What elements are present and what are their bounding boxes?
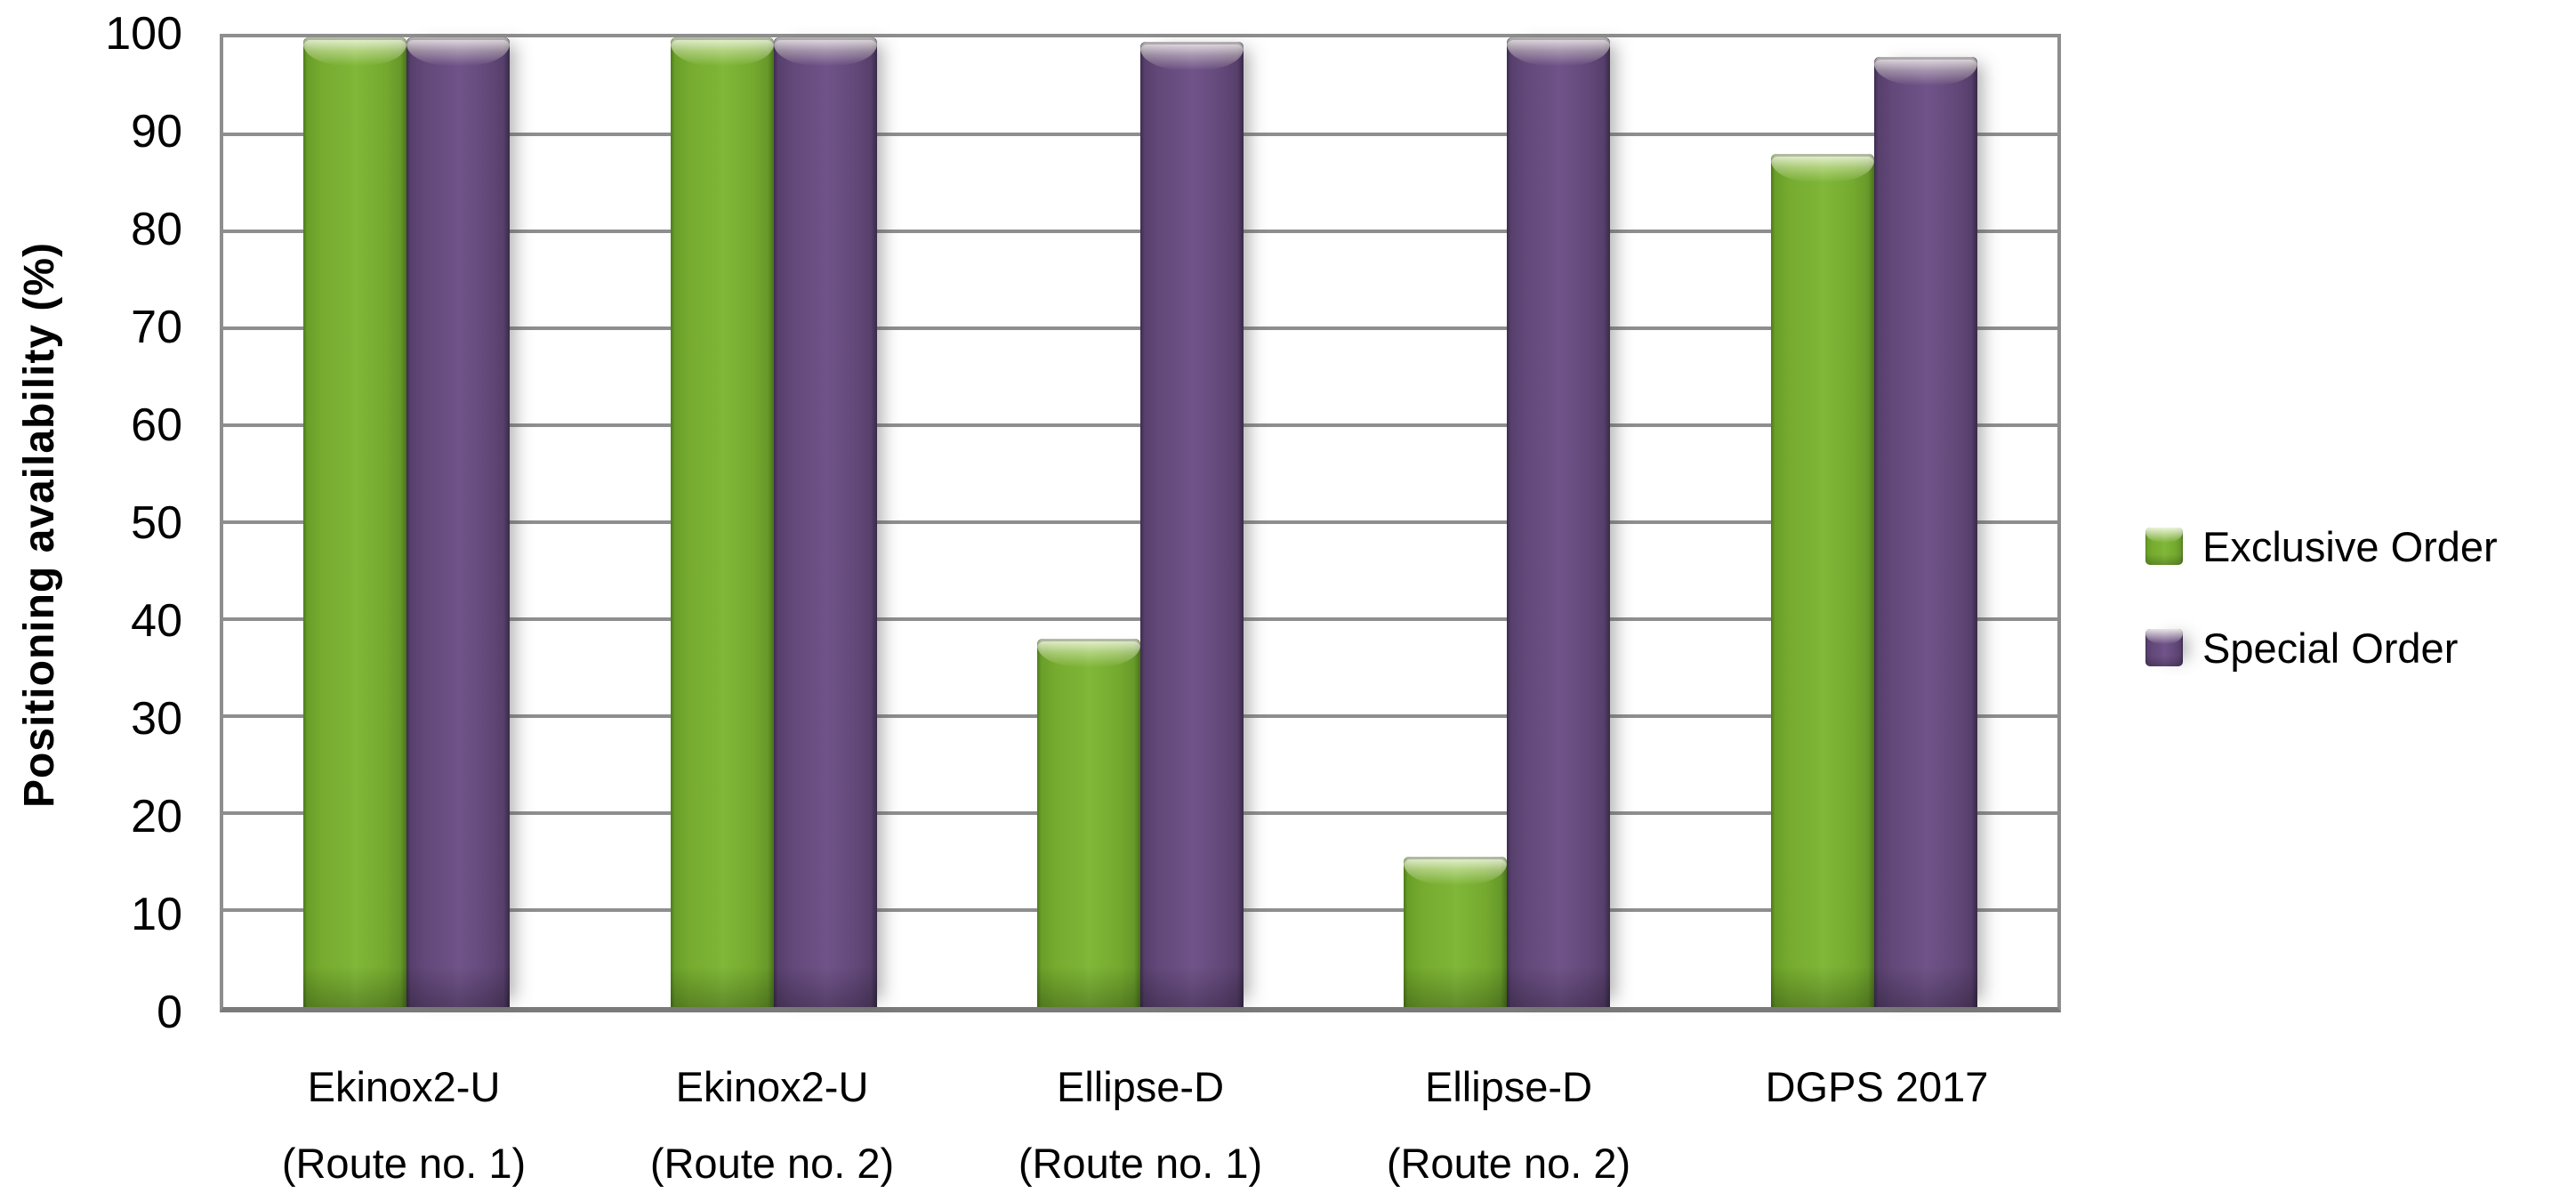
x-category-label-line: (Route no. 2) (1386, 1140, 1631, 1187)
legend-item: Special Order (2145, 616, 2498, 680)
x-category-label-line: (Route no. 1) (281, 1140, 527, 1187)
gridline (223, 133, 2057, 136)
legend-color-swatch (2145, 528, 2183, 565)
bar (1404, 857, 1508, 1007)
bar (1507, 37, 1611, 1007)
y-tick-label: 50 (131, 497, 182, 549)
bar (1873, 56, 1977, 1008)
gridline (223, 230, 2057, 233)
x-category-label: Ekinox2-U (Route no. 2) (588, 1049, 956, 1201)
y-tick-label: 20 (131, 791, 182, 842)
x-category-label: Ekinox2-U (Route no. 1) (220, 1049, 588, 1201)
y-tick-label: 0 (157, 987, 182, 1038)
bar (1770, 153, 1874, 1008)
bar-group (1691, 37, 2057, 1008)
legend: Exclusive Order Special Order (2145, 514, 2498, 717)
legend-color-swatch (2145, 629, 2183, 666)
x-category-label: Ellipse-D (Route no. 1) (956, 1049, 1324, 1201)
bar-group (1324, 37, 1690, 1007)
bar (1140, 42, 1244, 1007)
y-tick-label: 30 (131, 693, 182, 745)
plot-area (220, 34, 2061, 1012)
y-tick-label: 10 (131, 889, 182, 940)
gridline (223, 326, 2057, 330)
y-tick-label: 40 (131, 595, 182, 647)
bar-group (590, 37, 956, 1007)
legend-item: Exclusive Order (2145, 514, 2498, 578)
bar (773, 37, 877, 1007)
bar (670, 37, 774, 1007)
bar-group (223, 37, 590, 1007)
x-axis-category-labels: Ekinox2-U (Route no. 1) Ekinox2-U (Route no… (220, 1049, 2061, 1201)
x-category-label-line: DGPS 2017 (1765, 1063, 1989, 1110)
y-tick-label: 70 (131, 302, 182, 353)
x-category-label: Ellipse-D (Route no. 2) (1324, 1049, 1693, 1201)
gridline (223, 423, 2057, 427)
x-category-label-line: Ellipse-D (1056, 1063, 1225, 1110)
y-tick-label: 60 (131, 399, 182, 451)
gridline (223, 520, 2057, 524)
x-category-label-line: Ekinox2-U (307, 1063, 501, 1110)
y-tick-label: 100 (105, 8, 182, 60)
bar-group (957, 37, 1324, 1008)
legend-label: Special Order (2202, 624, 2459, 672)
x-category-label-line: (Route no. 1) (1018, 1140, 1263, 1187)
y-tick-label: 80 (131, 204, 182, 255)
y-axis-tick-labels: 0 10 20 30 40 50 60 70 80 90 100 (0, 11, 182, 1036)
gridline (223, 617, 2057, 621)
bar (407, 37, 511, 1007)
x-category-label-line: Ellipse-D (1424, 1063, 1593, 1110)
x-category-label: DGPS 2017 (1693, 1049, 2061, 1201)
x-category-label-line: Ekinox2-U (675, 1063, 869, 1110)
y-tick-label: 90 (131, 106, 182, 157)
bar (1037, 638, 1141, 1008)
bar (303, 37, 407, 1007)
legend-label: Exclusive Order (2202, 522, 2498, 570)
x-category-label-line: (Route no. 2) (649, 1140, 895, 1187)
bar-groups (223, 37, 2057, 1008)
